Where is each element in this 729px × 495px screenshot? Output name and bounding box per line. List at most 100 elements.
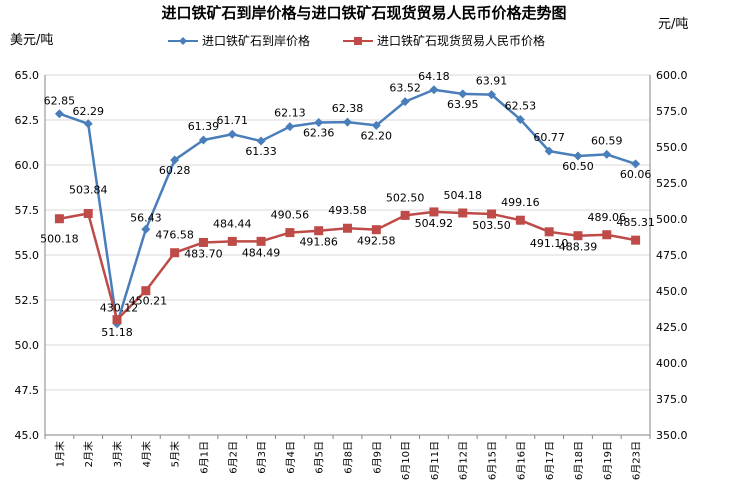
right-tick-label: 400.0	[656, 357, 688, 370]
right-tick-label: 500.0	[656, 213, 688, 226]
left-tick-label: 52.5	[15, 294, 40, 307]
data-point-square	[314, 226, 324, 236]
x-tick-label: 6月12日	[458, 441, 470, 480]
right-tick-label: 600.0	[656, 69, 688, 82]
data-label-series-1: 61.39	[188, 120, 220, 133]
data-label-series-1: 63.52	[389, 82, 421, 95]
data-label-series-2: 483.70	[184, 247, 223, 260]
data-point-square	[112, 315, 122, 325]
data-label-series-2: 503.84	[69, 183, 108, 196]
x-tick-label: 2月末	[82, 441, 95, 467]
data-point-square	[54, 214, 64, 224]
data-point-diamond	[227, 129, 237, 139]
x-tick-label: 6月8日	[343, 441, 355, 474]
data-label-series-2: 491.10	[530, 237, 569, 250]
data-label-series-2: 503.50	[472, 219, 511, 232]
data-point-square	[343, 223, 352, 233]
data-label-series-1: 64.18	[418, 70, 450, 83]
data-label-series-1: 62.29	[72, 105, 104, 118]
right-tick-label: 475.0	[656, 249, 688, 262]
data-point-square	[602, 230, 612, 240]
data-label-series-1: 61.33	[245, 145, 277, 158]
left-tick-label: 57.5	[15, 204, 40, 217]
data-point-diamond	[343, 117, 352, 127]
data-point-diamond	[371, 120, 381, 130]
data-point-diamond	[256, 136, 266, 146]
left-tick-label: 60.0	[15, 159, 40, 172]
x-tick-label: 4月末	[140, 441, 153, 467]
data-label-series-1: 62.85	[44, 95, 76, 108]
left-tick-label: 62.5	[15, 114, 40, 127]
data-point-square	[544, 227, 554, 237]
left-tick-label: 55.0	[15, 249, 40, 262]
data-label-series-2: 502.50	[386, 191, 425, 204]
data-point-diamond	[631, 159, 641, 169]
data-label-series-2: 450.21	[129, 295, 168, 308]
data-point-square	[285, 228, 295, 238]
data-point-square	[198, 237, 208, 247]
x-tick-label: 6月16日	[515, 441, 527, 480]
right-tick-label: 550.0	[656, 141, 688, 154]
data-label-series-2: 484.49	[242, 246, 281, 259]
data-label-series-1: 56.43	[130, 211, 162, 224]
data-label-series-1: 62.53	[505, 99, 537, 112]
data-label-series-1: 62.38	[332, 102, 364, 115]
data-label-series-2: 484.44	[213, 217, 252, 230]
right-tick-label: 350.0	[656, 429, 688, 442]
x-tick-label: 6月23日	[631, 441, 643, 480]
data-point-diamond	[198, 135, 208, 145]
data-point-square	[515, 215, 525, 225]
data-label-series-2: 493.58	[328, 204, 367, 217]
right-tick-label: 425.0	[656, 321, 688, 334]
data-label-series-1: 62.36	[303, 127, 335, 140]
data-point-square	[487, 209, 497, 219]
legend-label-series-2: 进口铁矿石现货贸易人民币价格	[377, 33, 545, 48]
data-label-series-2: 500.18	[40, 233, 79, 246]
data-label-series-1: 60.59	[591, 134, 623, 147]
data-point-diamond	[314, 118, 324, 128]
data-label-series-1: 60.50	[562, 160, 594, 173]
data-point-diamond	[141, 224, 151, 234]
data-point-diamond	[170, 155, 180, 165]
left-tick-label: 50.0	[15, 339, 40, 352]
left-axis-unit: 美元/吨	[10, 33, 53, 48]
x-tick-label: 5月末	[169, 441, 182, 467]
data-label-series-1: 60.06	[620, 168, 652, 181]
data-label-series-1: 63.91	[476, 75, 508, 88]
data-point-square	[170, 248, 180, 258]
data-point-diamond	[515, 114, 525, 124]
legend-marker-series-2	[354, 37, 362, 45]
data-point-square	[83, 208, 93, 218]
data-label-series-2: 476.58	[155, 229, 194, 242]
right-tick-label: 575.0	[656, 105, 688, 118]
x-tick-label: 3月末	[111, 441, 124, 467]
right-tick-label: 450.0	[656, 285, 688, 298]
data-label-series-1: 62.13	[274, 107, 306, 120]
data-point-square	[429, 207, 439, 217]
x-tick-label: 6月19日	[602, 441, 614, 480]
data-point-diamond	[458, 89, 468, 99]
data-label-series-2: 485.31	[616, 216, 655, 229]
data-point-diamond	[573, 151, 583, 161]
x-tick-label: 6月4日	[285, 441, 297, 474]
data-point-diamond	[400, 97, 410, 107]
data-label-series-2: 430.12	[100, 302, 139, 315]
data-label-series-2: 504.92	[415, 217, 454, 230]
gridlines	[45, 74, 650, 436]
data-label-series-2: 491.86	[299, 236, 338, 249]
x-tick-label: 6月9日	[371, 441, 383, 474]
data-point-diamond	[487, 90, 497, 100]
data-label-series-2: 499.16	[501, 196, 540, 209]
data-label-series-1: 62.20	[361, 129, 393, 142]
data-label-series-2: 488.39	[559, 241, 598, 254]
data-point-square	[141, 286, 151, 296]
x-tick-label: 6月3日	[256, 441, 268, 474]
data-point-square	[256, 236, 266, 246]
data-point-diamond	[54, 109, 64, 119]
data-label-series-2: 489.06	[588, 211, 627, 224]
x-tick-label: 6月1日	[198, 441, 210, 474]
data-point-diamond	[83, 119, 93, 129]
data-point-diamond	[429, 85, 439, 95]
data-point-square	[573, 231, 583, 241]
data-point-square	[458, 208, 468, 218]
